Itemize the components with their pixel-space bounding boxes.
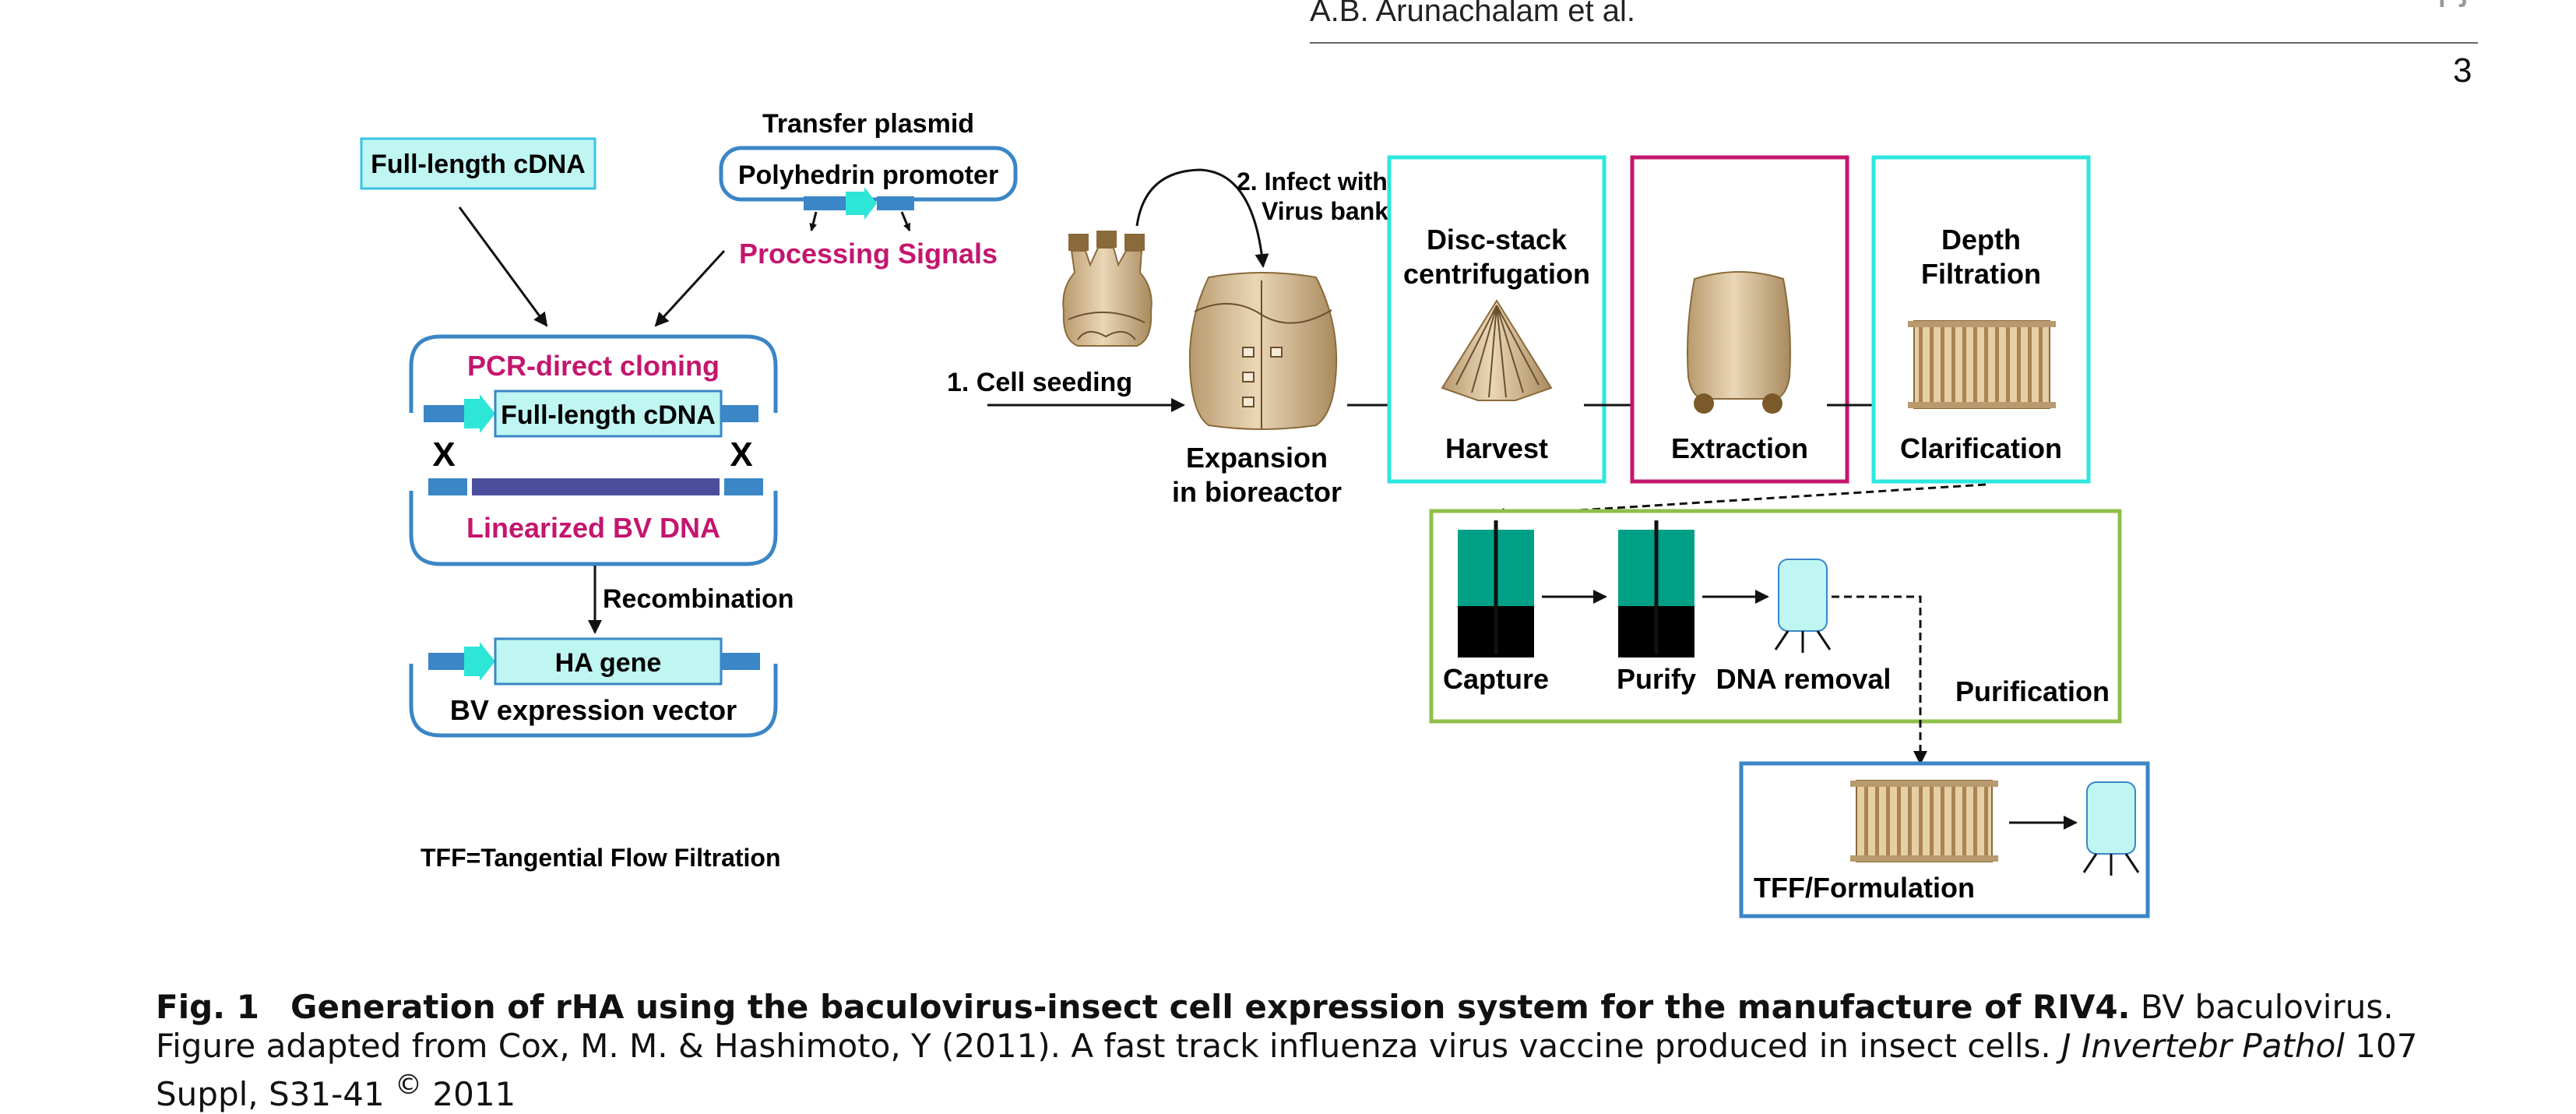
header-rule (1310, 42, 2478, 44)
svg-text:n: n (2400, 0, 2425, 8)
depth-filtration-label-line2: Filtration (1921, 258, 2041, 290)
bv-expression-vector-label: BV expression vector (450, 694, 737, 726)
linearized-bv-dna-label: Linearized BV DNA (466, 512, 720, 544)
clarification-label: Clarification (1900, 432, 2062, 464)
recombination-label: Recombination (603, 584, 794, 614)
filter-cartridge-icon (1908, 320, 2056, 409)
page-number: 3 (2453, 51, 2472, 90)
bv-expression-vector: HA gene BV expression vector (409, 637, 778, 738)
caption-label: Fig. 1 (156, 988, 259, 1026)
bioreactor-icon (1188, 272, 1338, 430)
ha-gene-label: HA gene (555, 648, 662, 678)
infect-arrow (1135, 168, 1269, 268)
chromatography-column-icon (1618, 520, 1694, 657)
depth-filtration-label-line1: Depth (1941, 224, 2021, 256)
pcr-direct-cloning-label: PCR-direct cloning (467, 350, 720, 382)
transfer-plasmid-title: Transfer plasmid (762, 109, 974, 139)
storage-vessel-icon (2082, 781, 2140, 876)
tff-formulation-box: TFF/Formulation (1739, 761, 2150, 918)
extraction-label: Extraction (1671, 432, 1808, 464)
journal-logo-icon: n pj (2400, 0, 2469, 8)
disc-stack-label-line1: Disc-stack (1427, 224, 1568, 256)
crossover-mark-right: X (730, 435, 752, 474)
pcr-direct-cloning-construct: PCR-direct cloning Full-length cDNA (409, 334, 778, 438)
running-header-author: A.B. Arunachalam et al. (1310, 0, 1636, 28)
purification-box: Capture Purify DNA removal Purification (1429, 509, 2122, 724)
caption-journal: J Invertebr Pathol (2061, 1027, 2345, 1065)
harvest-box: Disc-stack centrifugation Harvest (1387, 155, 1606, 484)
expansion-label-line1: Expansion (1186, 442, 1328, 474)
purification-label: Purification (1955, 675, 2110, 707)
harvest-label: Harvest (1445, 432, 1548, 464)
full-length-cdna-label: Full-length cDNA (371, 150, 586, 179)
expansion-label-line2: in bioreactor (1172, 476, 1342, 508)
caption-year: 2011 (422, 1075, 516, 1113)
figure-caption: Fig. 1 Generation of rHA using the bacul… (156, 988, 2492, 1114)
processing-signals-label: Processing Signals (739, 238, 998, 270)
dashed-arrow-to-tff (1832, 595, 1927, 765)
capture-label: Capture (1443, 663, 1549, 695)
infect-label-line1: 2. Infect with (1237, 167, 1388, 196)
extraction-box: Extraction (1630, 155, 1849, 484)
filter-cartridge-icon (1850, 780, 1998, 862)
linearized-bv-dna: Linearized BV DNA (409, 478, 778, 566)
arrow-cdna-to-cloning (458, 206, 548, 327)
svg-text:pj: pj (2437, 0, 2469, 8)
infect-label-line2: Virus bank (1262, 197, 1388, 225)
disc-stack-label-line2: centrifugation (1403, 258, 1590, 290)
dna-removal-label: DNA removal (1716, 663, 1892, 695)
centrifuge-icon (1441, 299, 1553, 401)
clarification-box: Depth Filtration Clarification (1871, 155, 2091, 484)
flask-icon (1062, 231, 1153, 347)
full-length-cdna-insert-label: Full-length cDNA (501, 400, 716, 430)
chromatography-column-icon (1458, 520, 1534, 657)
caption-copyright: © (395, 1070, 423, 1101)
figure-1-diagram: Full-length cDNA Transfer plasmid Polyhe… (360, 109, 2150, 918)
extraction-tank-icon (1687, 271, 1791, 414)
caption-text-part1: BV baculovirus. Figure adapted from Cox,… (156, 988, 2394, 1065)
purify-label: Purify (1617, 663, 1696, 695)
cell-seeding-label: 1. Cell seeding (947, 368, 1132, 397)
tff-abbreviation-note: TFF=Tangential Flow Filtration (421, 844, 781, 872)
arrow-plasmid-to-cloning (654, 249, 726, 327)
tff-formulation-label: TFF/Formulation (1754, 872, 1975, 904)
caption-title: Generation of rHA using the baculovirus-… (290, 988, 2131, 1026)
transfer-plasmid: Polyhedrin promoter (719, 146, 1018, 231)
full-length-cdna-box: Full-length cDNA (360, 137, 596, 190)
crossover-mark-left: X (432, 435, 455, 474)
polyhedrin-promoter-label: Polyhedrin promoter (738, 160, 998, 190)
storage-vessel-icon (1774, 559, 1832, 653)
